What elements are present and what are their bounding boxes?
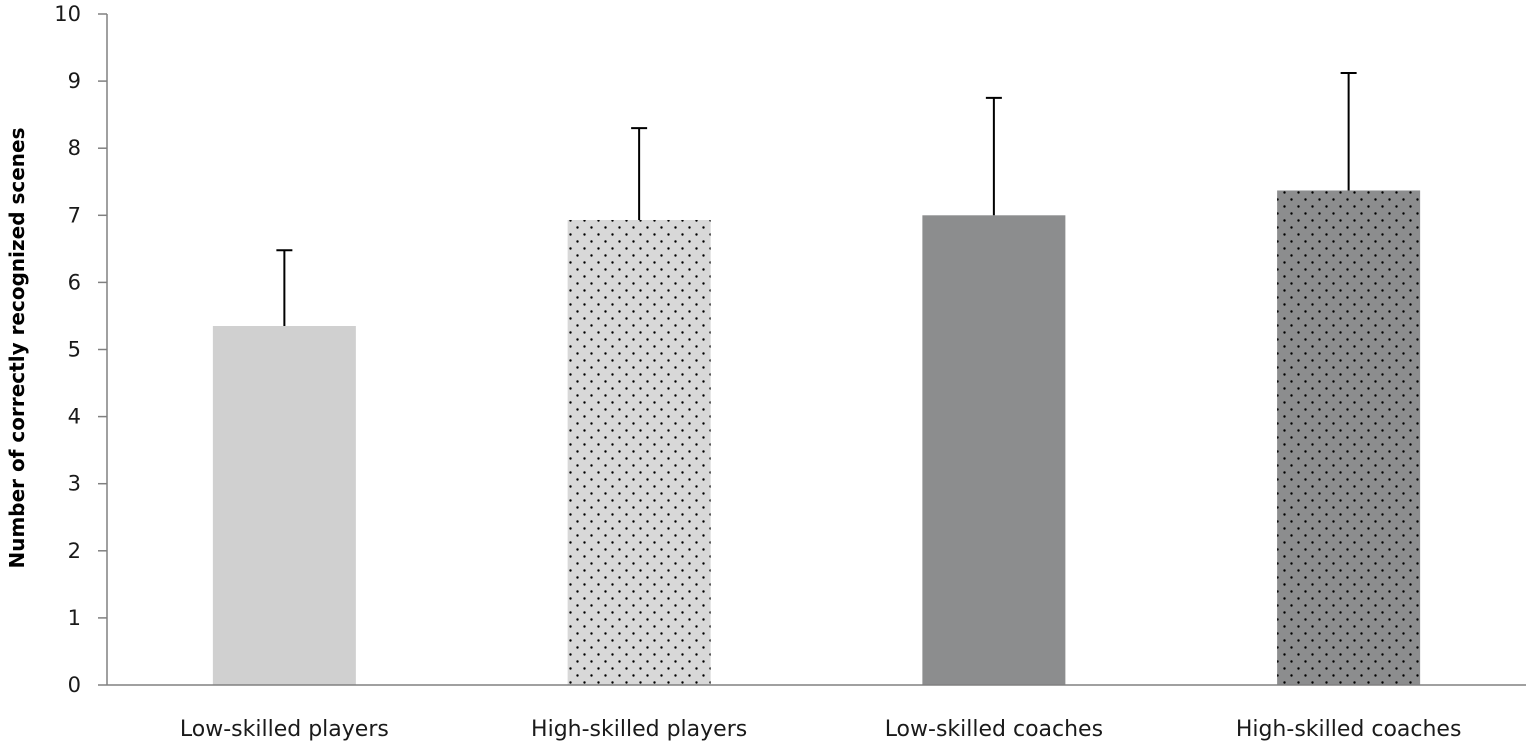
x-tick-label-4: High-skilled coaches <box>1236 717 1462 742</box>
y-tick-label-3: 3 <box>68 472 81 496</box>
x-tick-label-1: Low-skilled players <box>180 717 389 742</box>
y-tick-label-6: 6 <box>68 270 81 294</box>
y-tick-label-2: 2 <box>68 539 81 563</box>
axes-layer <box>98 13 1526 686</box>
bar-1 <box>212 326 356 685</box>
bar-2-dot-pattern <box>567 219 711 685</box>
bar-3 <box>922 215 1066 686</box>
y-tick-label-10: 10 <box>54 2 81 26</box>
y-tick-label-7: 7 <box>68 203 81 227</box>
y-tick-label-5: 5 <box>68 338 81 362</box>
y-tick-label-4: 4 <box>68 405 81 429</box>
bar-4-dot-pattern <box>1277 190 1421 685</box>
y-axis-title: Number of correctly recognized scenes <box>5 127 29 568</box>
y-tick-label-1: 1 <box>68 606 81 630</box>
x-tick-label-3: Low-skilled coaches <box>885 717 1103 742</box>
error-bars-layer <box>276 72 1357 327</box>
labels-layer: Low-skilled players High-skilled players L… <box>54 2 1461 742</box>
x-tick-label-2: High-skilled players <box>531 717 747 742</box>
y-tick-label-9: 9 <box>68 69 81 93</box>
bars-layer <box>212 190 1421 686</box>
y-tick-label-0: 0 <box>68 673 81 697</box>
y-tick-label-8: 8 <box>68 136 81 160</box>
